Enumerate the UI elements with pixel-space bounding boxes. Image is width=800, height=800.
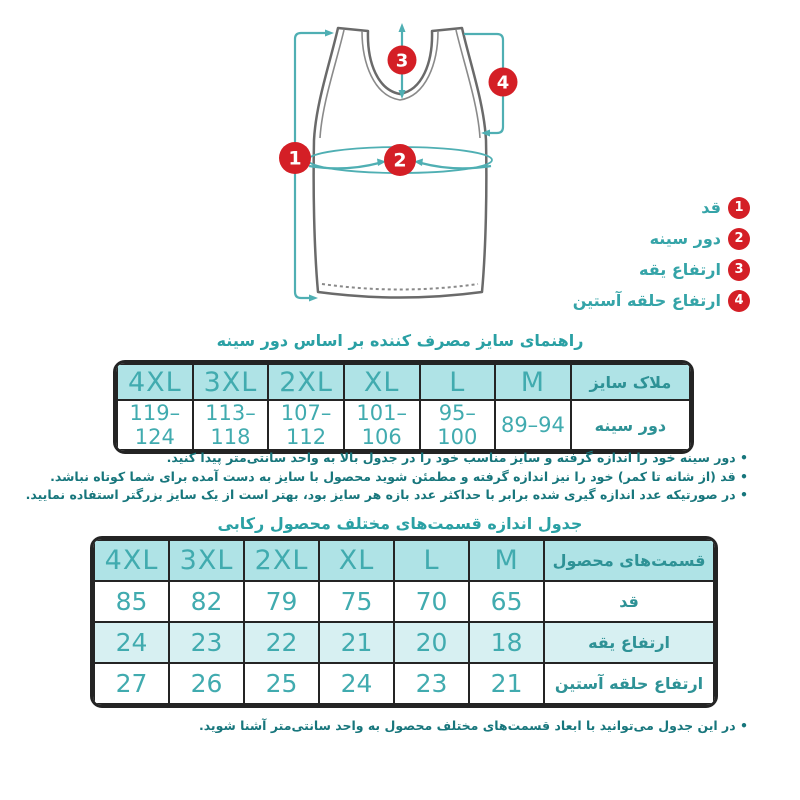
hem-stitch-line [321,283,479,291]
chest-range-cell: 95–100 [418,399,497,451]
chest-range-cell: 107–112 [267,399,345,451]
armhole-value-cell: 27 [93,662,171,705]
measurement-legend: 1 قد 2 دور سینه 3 ارتفاع یقه 4 ارتفاع حل… [573,192,750,316]
size-header-cell: 2XL [243,539,321,582]
size-header-cell: 3XL [191,363,270,401]
length-value-cell: 70 [393,580,471,623]
length-value-cell: 79 [243,580,321,623]
size-guide-title: راهنمای سایز مصرف کننده بر اساس دور سینه [216,331,584,350]
legend-item-chest: 2 دور سینه [573,223,750,254]
legend-label: دور سینه [649,229,721,248]
legend-item-collar: 3 ارتفاع یقه [573,254,750,285]
size-header-cell: 3XL [168,539,246,582]
collar-value-cell: 21 [318,621,396,664]
arrowhead [398,23,406,32]
armhole-row-label-cell: ارتفاع حلقه آستین [543,662,715,705]
marker-2-badge [384,144,416,176]
collar-value-cell: 23 [168,621,246,664]
legend-label: ارتفاع حلقه آستین [572,291,721,310]
marker-4-badge [488,67,518,97]
armhole-value-cell: 23 [393,662,471,705]
chest-range-cell: 113–118 [191,399,270,451]
legend-number-badge: 4 [728,289,750,312]
collar-value-cell: 24 [93,621,171,664]
marker-3-badge [387,45,417,75]
product-table-title: جدول اندازه قسمت‌های مختلف محصول رکابی [217,514,583,533]
size-guide-table: 4XL 3XL 2XL XL L M ملاک سایز 119–124 113… [113,360,694,454]
left-armhole-trim-line [319,29,345,139]
marker-3-number: 3 [396,51,409,72]
length-value-cell: 75 [318,580,396,623]
neckline-trim-line [361,30,439,101]
chest-range-cell: 119–124 [116,399,194,451]
legend-item-length: 1 قد [573,192,750,223]
marker-1-number: 1 [288,148,301,170]
size-header-cell: M [494,363,572,401]
product-parts-table: 4XL 3XL 2XL XL L M قسمت‌های محصول 85 82 … [90,536,718,708]
chest-arrow-left [308,161,380,170]
chest-arrow-right [420,161,492,170]
measurement-notes: دور سینه خود را اندازه گرفته و سایز مناس… [26,449,748,505]
legend-item-armhole: 4 ارتفاع حلقه آستین [573,285,750,316]
length-value-cell: 65 [468,580,546,623]
chest-range-cell: 89–94 [494,399,572,451]
armhole-value-cell: 21 [468,662,546,705]
collar-value-cell: 18 [468,621,546,664]
arrowhead [414,158,423,166]
note-line: دور سینه خود را اندازه گرفته و سایز مناس… [48,449,748,468]
marker-2-number: 2 [393,150,406,172]
size-header-cell: 4XL [93,539,171,582]
size-header-cell: 4XL [116,363,194,401]
size-header-cell: 2XL [267,363,345,401]
note-line: در صورتیکه عدد اندازه گیری شده برابر با … [26,486,748,505]
size-header-cell: XL [342,363,421,401]
criteria-label-cell: ملاک سایز [569,363,691,401]
legend-number-badge: 2 [728,227,750,250]
legend-label: قد [701,198,721,217]
footer-note: در این جدول می‌توانید با ابعاد قسمت‌های … [48,718,748,733]
length-value-cell: 85 [93,580,171,623]
chest-range-cell: 101–106 [342,399,421,451]
marker-4-number: 4 [497,73,510,94]
arrowhead [481,129,490,137]
arrowhead [398,90,406,99]
arrowhead [325,29,334,37]
collar-value-cell: 20 [393,621,471,664]
arrowhead [309,294,318,302]
size-header-cell: L [393,539,471,582]
length-row-label-cell: قد [543,580,715,623]
collar-value-cell: 22 [243,621,321,664]
right-armhole-trim-line [455,29,481,139]
armhole-value-cell: 25 [243,662,321,705]
size-header-cell: M [468,539,546,582]
length-value-cell: 82 [168,580,246,623]
legend-number-badge: 1 [728,196,750,219]
armhole-value-cell: 26 [168,662,246,705]
size-header-cell: XL [318,539,396,582]
arrowhead [377,158,386,166]
legend-number-badge: 3 [728,258,750,281]
parts-label-cell: قسمت‌های محصول [543,539,715,582]
armhole-value-cell: 24 [318,662,396,705]
collar-row-label-cell: ارتفاع یقه [543,621,715,664]
marker-1-badge [279,142,311,174]
size-header-cell: L [418,363,497,401]
legend-label: ارتفاع یقه [639,260,721,279]
chest-row-label-cell: دور سینه [569,399,691,451]
tank-top-measurement-diagram: 1 2 3 4 [279,23,518,302]
note-line: قد (از شانه تا کمر) خود را نیز اندازه گر… [48,468,748,487]
